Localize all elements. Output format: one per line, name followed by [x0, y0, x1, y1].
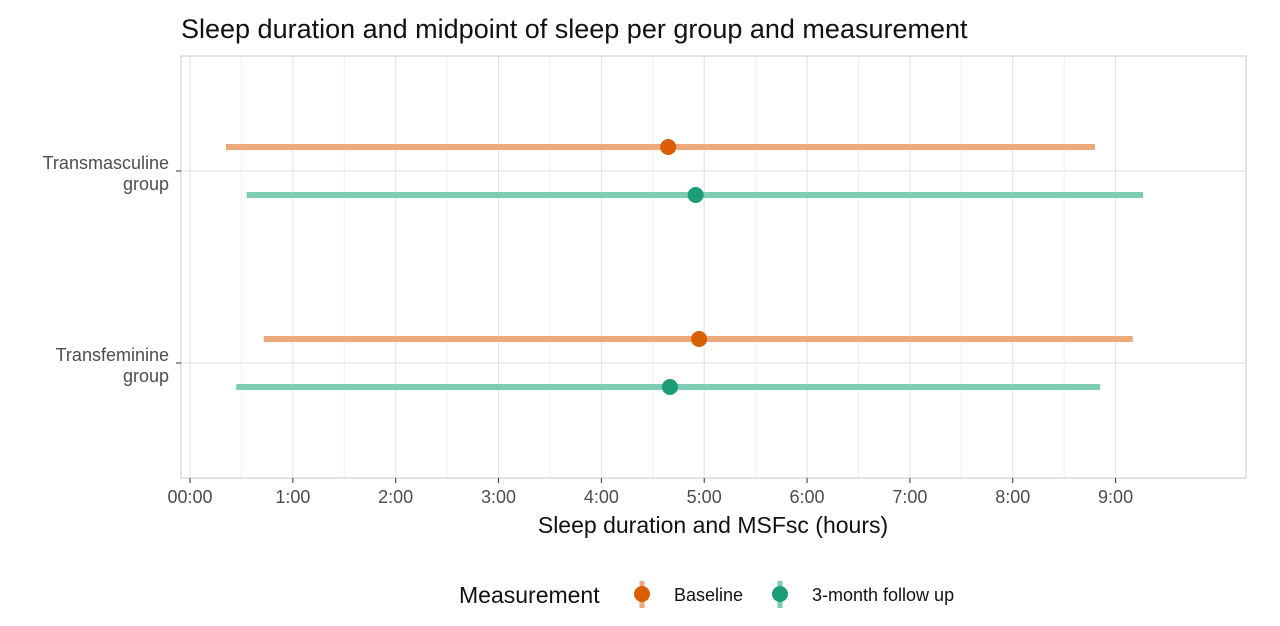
- legend-key-marker: [634, 586, 650, 602]
- x-tick-label: 9:00: [1098, 487, 1133, 507]
- legend-label: 3-month follow up: [812, 585, 954, 605]
- point-layer: [660, 139, 708, 395]
- x-tick-label: 6:00: [790, 487, 825, 507]
- y-tick-label: Transfeminine: [56, 345, 169, 365]
- legend-key-marker: [772, 586, 788, 602]
- y-tick-label: group: [123, 366, 169, 386]
- y-tick-label: group: [123, 174, 169, 194]
- x-tick-label: 7:00: [892, 487, 927, 507]
- midpoint-marker: [660, 139, 677, 155]
- x-tick-label: 1:00: [275, 487, 310, 507]
- legend: Measurement Baseline 3-month follow up: [459, 581, 954, 608]
- interval-layer: [225, 144, 1144, 390]
- legend-label: Baseline: [674, 585, 743, 605]
- x-axis-label: Sleep duration and MSFsc (hours): [538, 512, 888, 538]
- x-tick-label: 8:00: [995, 487, 1030, 507]
- midpoint-marker: [687, 187, 704, 203]
- x-tick-label: 5:00: [687, 487, 722, 507]
- grid-minor: [240, 56, 1065, 478]
- x-axis: 00:00 1:00 2:00 3:00 4:00 5:00 6:00 7:00 8:00 9:0…: [167, 478, 1133, 507]
- y-tick-label: Transmasculine: [43, 153, 169, 173]
- x-tick-label: 00:00: [167, 487, 212, 507]
- x-tick-label: 3:00: [481, 487, 516, 507]
- grid-major: [181, 56, 1246, 478]
- x-tick-label: 4:00: [584, 487, 619, 507]
- chart-title: Sleep duration and midpoint of sleep per…: [181, 14, 968, 44]
- midpoint-marker: [661, 379, 678, 395]
- midpoint-marker: [691, 331, 708, 347]
- x-tick-label: 2:00: [378, 487, 413, 507]
- legend-title: Measurement: [459, 582, 600, 608]
- plot-panel-border: [180, 55, 1247, 479]
